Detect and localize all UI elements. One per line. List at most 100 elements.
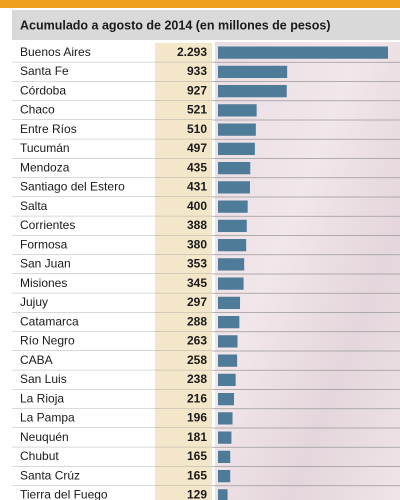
category-label: Chubut: [20, 449, 59, 463]
bar: [218, 450, 231, 463]
value-cell: [155, 351, 212, 371]
category-label: CABA: [20, 353, 53, 367]
category-label: Catamarca: [20, 314, 79, 328]
category-label: Santa Crúz: [20, 468, 80, 482]
value-label: 263: [187, 334, 207, 348]
bar: [218, 142, 255, 155]
value-label: 297: [187, 295, 207, 309]
value-cell: [155, 197, 212, 217]
value-label: 497: [187, 141, 207, 155]
category-label: Río Negro: [20, 334, 75, 348]
value-label: 510: [187, 122, 207, 136]
value-cell: [155, 389, 212, 409]
name-cell: [12, 177, 155, 197]
value-cell: [155, 216, 212, 236]
value-cell: [155, 274, 212, 294]
value-label: 435: [187, 160, 207, 174]
chart-title: Acumulado a agosto de 2014 (en millones …: [20, 18, 331, 32]
category-label: Buenos Aires: [20, 45, 91, 59]
name-cell: [12, 197, 155, 217]
name-cell: [12, 274, 155, 294]
bar: [218, 470, 231, 483]
bar: [218, 393, 235, 406]
name-cell: [12, 43, 155, 63]
value-label: 216: [187, 391, 207, 405]
bar: [218, 277, 244, 290]
category-label: Santiago del Estero: [20, 180, 125, 194]
category-label: La Rioja: [20, 391, 64, 405]
name-cell: [12, 428, 155, 448]
bar: [218, 162, 251, 175]
name-cell: [12, 331, 155, 351]
bar: [218, 219, 247, 232]
value-label: 345: [187, 276, 207, 290]
category-label: Santa Fe: [20, 64, 69, 78]
value-cell: [155, 331, 212, 351]
category-label: Misiones: [20, 276, 67, 290]
bar: [218, 316, 240, 329]
value-cell: [155, 100, 212, 120]
value-cell: [155, 428, 212, 448]
value-label: 2.293: [177, 45, 207, 59]
value-cell: [155, 370, 212, 390]
bar: [218, 354, 238, 367]
name-cell: [12, 351, 155, 371]
value-label: 238: [187, 372, 207, 386]
category-label: San Luis: [20, 372, 67, 386]
name-cell: [12, 254, 155, 274]
value-cell: [155, 293, 212, 313]
bar: [218, 104, 257, 117]
value-label: 129: [187, 488, 207, 500]
value-label: 165: [187, 468, 207, 482]
name-cell: [12, 312, 155, 332]
value-label: 400: [187, 199, 207, 213]
name-cell: [12, 62, 155, 82]
category-label: Tierra del Fuego: [20, 488, 108, 500]
value-label: 353: [187, 257, 207, 271]
value-cell: [155, 408, 212, 428]
category-label: Tucumán: [20, 141, 70, 155]
name-cell: [12, 447, 155, 467]
bar: [218, 46, 388, 59]
value-cell: [155, 62, 212, 82]
name-cell: [12, 235, 155, 255]
bar: [218, 431, 232, 444]
name-cell: [12, 100, 155, 120]
name-cell: [12, 81, 155, 101]
name-cell: [12, 370, 155, 390]
name-cell: [12, 293, 155, 313]
value-cell: [155, 466, 212, 486]
name-cell: [12, 216, 155, 236]
category-label: Córdoba: [20, 83, 66, 97]
bar: [218, 123, 256, 136]
value-cell: [155, 158, 212, 178]
banknote-bg: [215, 42, 400, 500]
category-label: Mendoza: [20, 160, 70, 174]
name-cell: [12, 120, 155, 140]
value-label: 196: [187, 411, 207, 425]
bar: [218, 65, 288, 78]
category-label: San Juan: [20, 257, 71, 271]
bar: [218, 181, 250, 194]
value-cell: [155, 254, 212, 274]
category-label: Corrientes: [20, 218, 75, 232]
value-label: 181: [187, 430, 207, 444]
value-cell: [155, 485, 212, 500]
value-label: 388: [187, 218, 207, 232]
value-cell: [155, 312, 212, 332]
category-label: Formosa: [20, 237, 68, 251]
category-label: Entre Ríos: [20, 122, 77, 136]
value-label: 933: [187, 64, 207, 78]
value-cell: [155, 177, 212, 197]
bar: [218, 335, 238, 348]
top-strip: [0, 0, 400, 8]
name-cell: [12, 158, 155, 178]
category-label: La Pampa: [20, 411, 75, 425]
bar: [218, 239, 247, 252]
bar: [218, 85, 287, 98]
bar: [218, 373, 236, 386]
name-cell: [12, 466, 155, 486]
header-bg: [12, 10, 400, 40]
bar: [218, 200, 248, 213]
value-cell: [155, 447, 212, 467]
